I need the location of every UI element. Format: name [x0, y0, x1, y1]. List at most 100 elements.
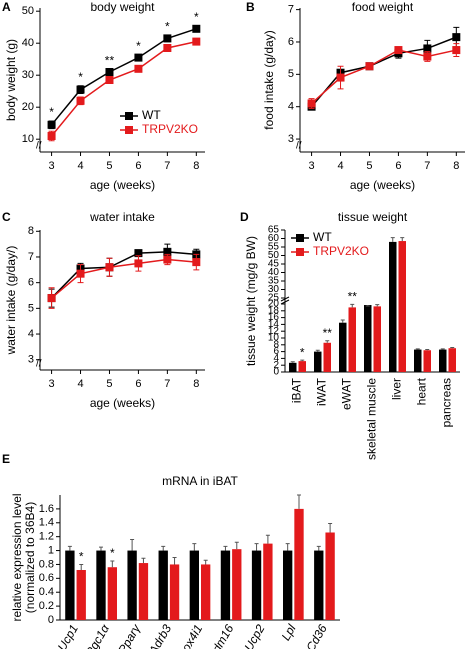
x-tick-label: 7 [164, 160, 170, 172]
bar [65, 550, 75, 620]
y-tick-label: 45 [268, 259, 280, 270]
significance: * [49, 105, 54, 119]
bar [348, 307, 356, 372]
x-tick-label: 7 [424, 160, 430, 172]
panel-label: C [2, 210, 11, 224]
y-tick-label: 8 [28, 225, 34, 237]
x-tick-label: 4 [337, 160, 343, 172]
marker [452, 33, 461, 42]
marker [163, 34, 172, 43]
series-line [51, 251, 197, 299]
x-tick-label: 4 [77, 378, 83, 390]
bar [232, 549, 242, 620]
x-tick-label: iWAT [315, 377, 329, 406]
error-bar [203, 559, 208, 565]
x-tick-label: 6 [135, 160, 141, 172]
y-tick-label: 7 [28, 251, 34, 263]
marker [423, 52, 432, 61]
error-bar [285, 543, 290, 551]
series-line [50, 40, 197, 137]
bar [414, 349, 422, 372]
marker [76, 85, 85, 94]
y-tick-label: 2 [273, 360, 279, 371]
y-tick-label: 10 [22, 133, 34, 145]
y-axis-label: food intake (g/day) [262, 30, 276, 129]
bar [107, 567, 117, 620]
x-tick-label: 8 [193, 160, 199, 172]
legend-marker [296, 248, 304, 256]
y-tick-label: 40 [22, 37, 34, 49]
bar [373, 306, 381, 372]
y-tick-label: 1 [48, 544, 54, 556]
series-line [50, 28, 197, 126]
x-tick-label: 3 [49, 378, 55, 390]
y-tick-label: 0.2 [39, 600, 54, 612]
axis-break: // [36, 359, 42, 370]
error-bar [110, 560, 115, 568]
y-tick-label: 30 [268, 284, 280, 295]
y-axis-label: water intake (g/day/) [4, 246, 18, 356]
y-tick-label: 1.6 [39, 503, 54, 515]
x-tick-label: Cox4i1 [175, 622, 206, 649]
marker [134, 259, 143, 268]
bar [325, 532, 335, 620]
error-bar [99, 546, 103, 551]
marker [47, 120, 56, 129]
error-bar [67, 545, 72, 551]
bar [323, 342, 331, 372]
y-tick-label: 65 [268, 225, 280, 236]
error-bar [316, 545, 321, 551]
marker [336, 73, 345, 82]
x-axis-label: age (weeks) [90, 178, 155, 192]
x-tick-label: skeletal muscle [365, 378, 379, 460]
error-bar [340, 319, 345, 323]
marker [134, 249, 143, 258]
x-tick-label: Lpl [279, 622, 299, 643]
y-tick-label: 40 [268, 267, 280, 278]
y-tick-label: 6 [273, 346, 279, 357]
bar [339, 322, 347, 372]
axis-break: // [36, 141, 42, 152]
marker [105, 76, 114, 84]
marker [192, 37, 201, 46]
marker [105, 263, 114, 272]
y-tick-label: 6 [288, 36, 294, 48]
bar [127, 550, 137, 620]
error-bar [415, 348, 420, 350]
y-tick-label: 10 [268, 333, 280, 344]
bar [314, 351, 322, 372]
y-tick-label: 1.4 [39, 517, 54, 529]
x-tick-label: eWAT [340, 377, 354, 410]
marker [134, 53, 143, 62]
x-tick-label: 3 [49, 160, 55, 172]
x-tick-label: Ucp2 [241, 622, 267, 649]
bar [314, 550, 324, 620]
bar [423, 350, 431, 372]
x-tick-label: Pparγ [115, 621, 143, 649]
x-tick-label: 5 [106, 378, 112, 390]
legend-label: TRPV2KO [142, 122, 198, 136]
bar [389, 241, 397, 372]
y-tick-label: 25 [268, 293, 280, 304]
legend-label: TRPV2KO [313, 244, 369, 258]
marker [192, 24, 201, 33]
error-bar [440, 348, 445, 350]
error-bar [130, 538, 135, 551]
marker [365, 62, 374, 71]
error-bar [79, 563, 84, 570]
y-tick-label: 16 [268, 312, 280, 323]
axis-break: // [296, 141, 302, 152]
error-bar [234, 541, 239, 550]
series-line [51, 258, 197, 299]
y-tick-label: 0 [273, 367, 279, 378]
significance: * [300, 345, 305, 359]
y-tick-label: 0.6 [39, 572, 54, 584]
chart-title: mRNA in iBAT [162, 474, 238, 488]
significance: ** [323, 326, 333, 340]
y-tick-label: 0.8 [39, 558, 54, 570]
bar [289, 362, 297, 372]
error-bar [328, 522, 333, 533]
y-axis-label: body weight (g) [4, 39, 18, 121]
x-tick-label: Ucp1 [55, 622, 81, 649]
bar [263, 543, 273, 620]
